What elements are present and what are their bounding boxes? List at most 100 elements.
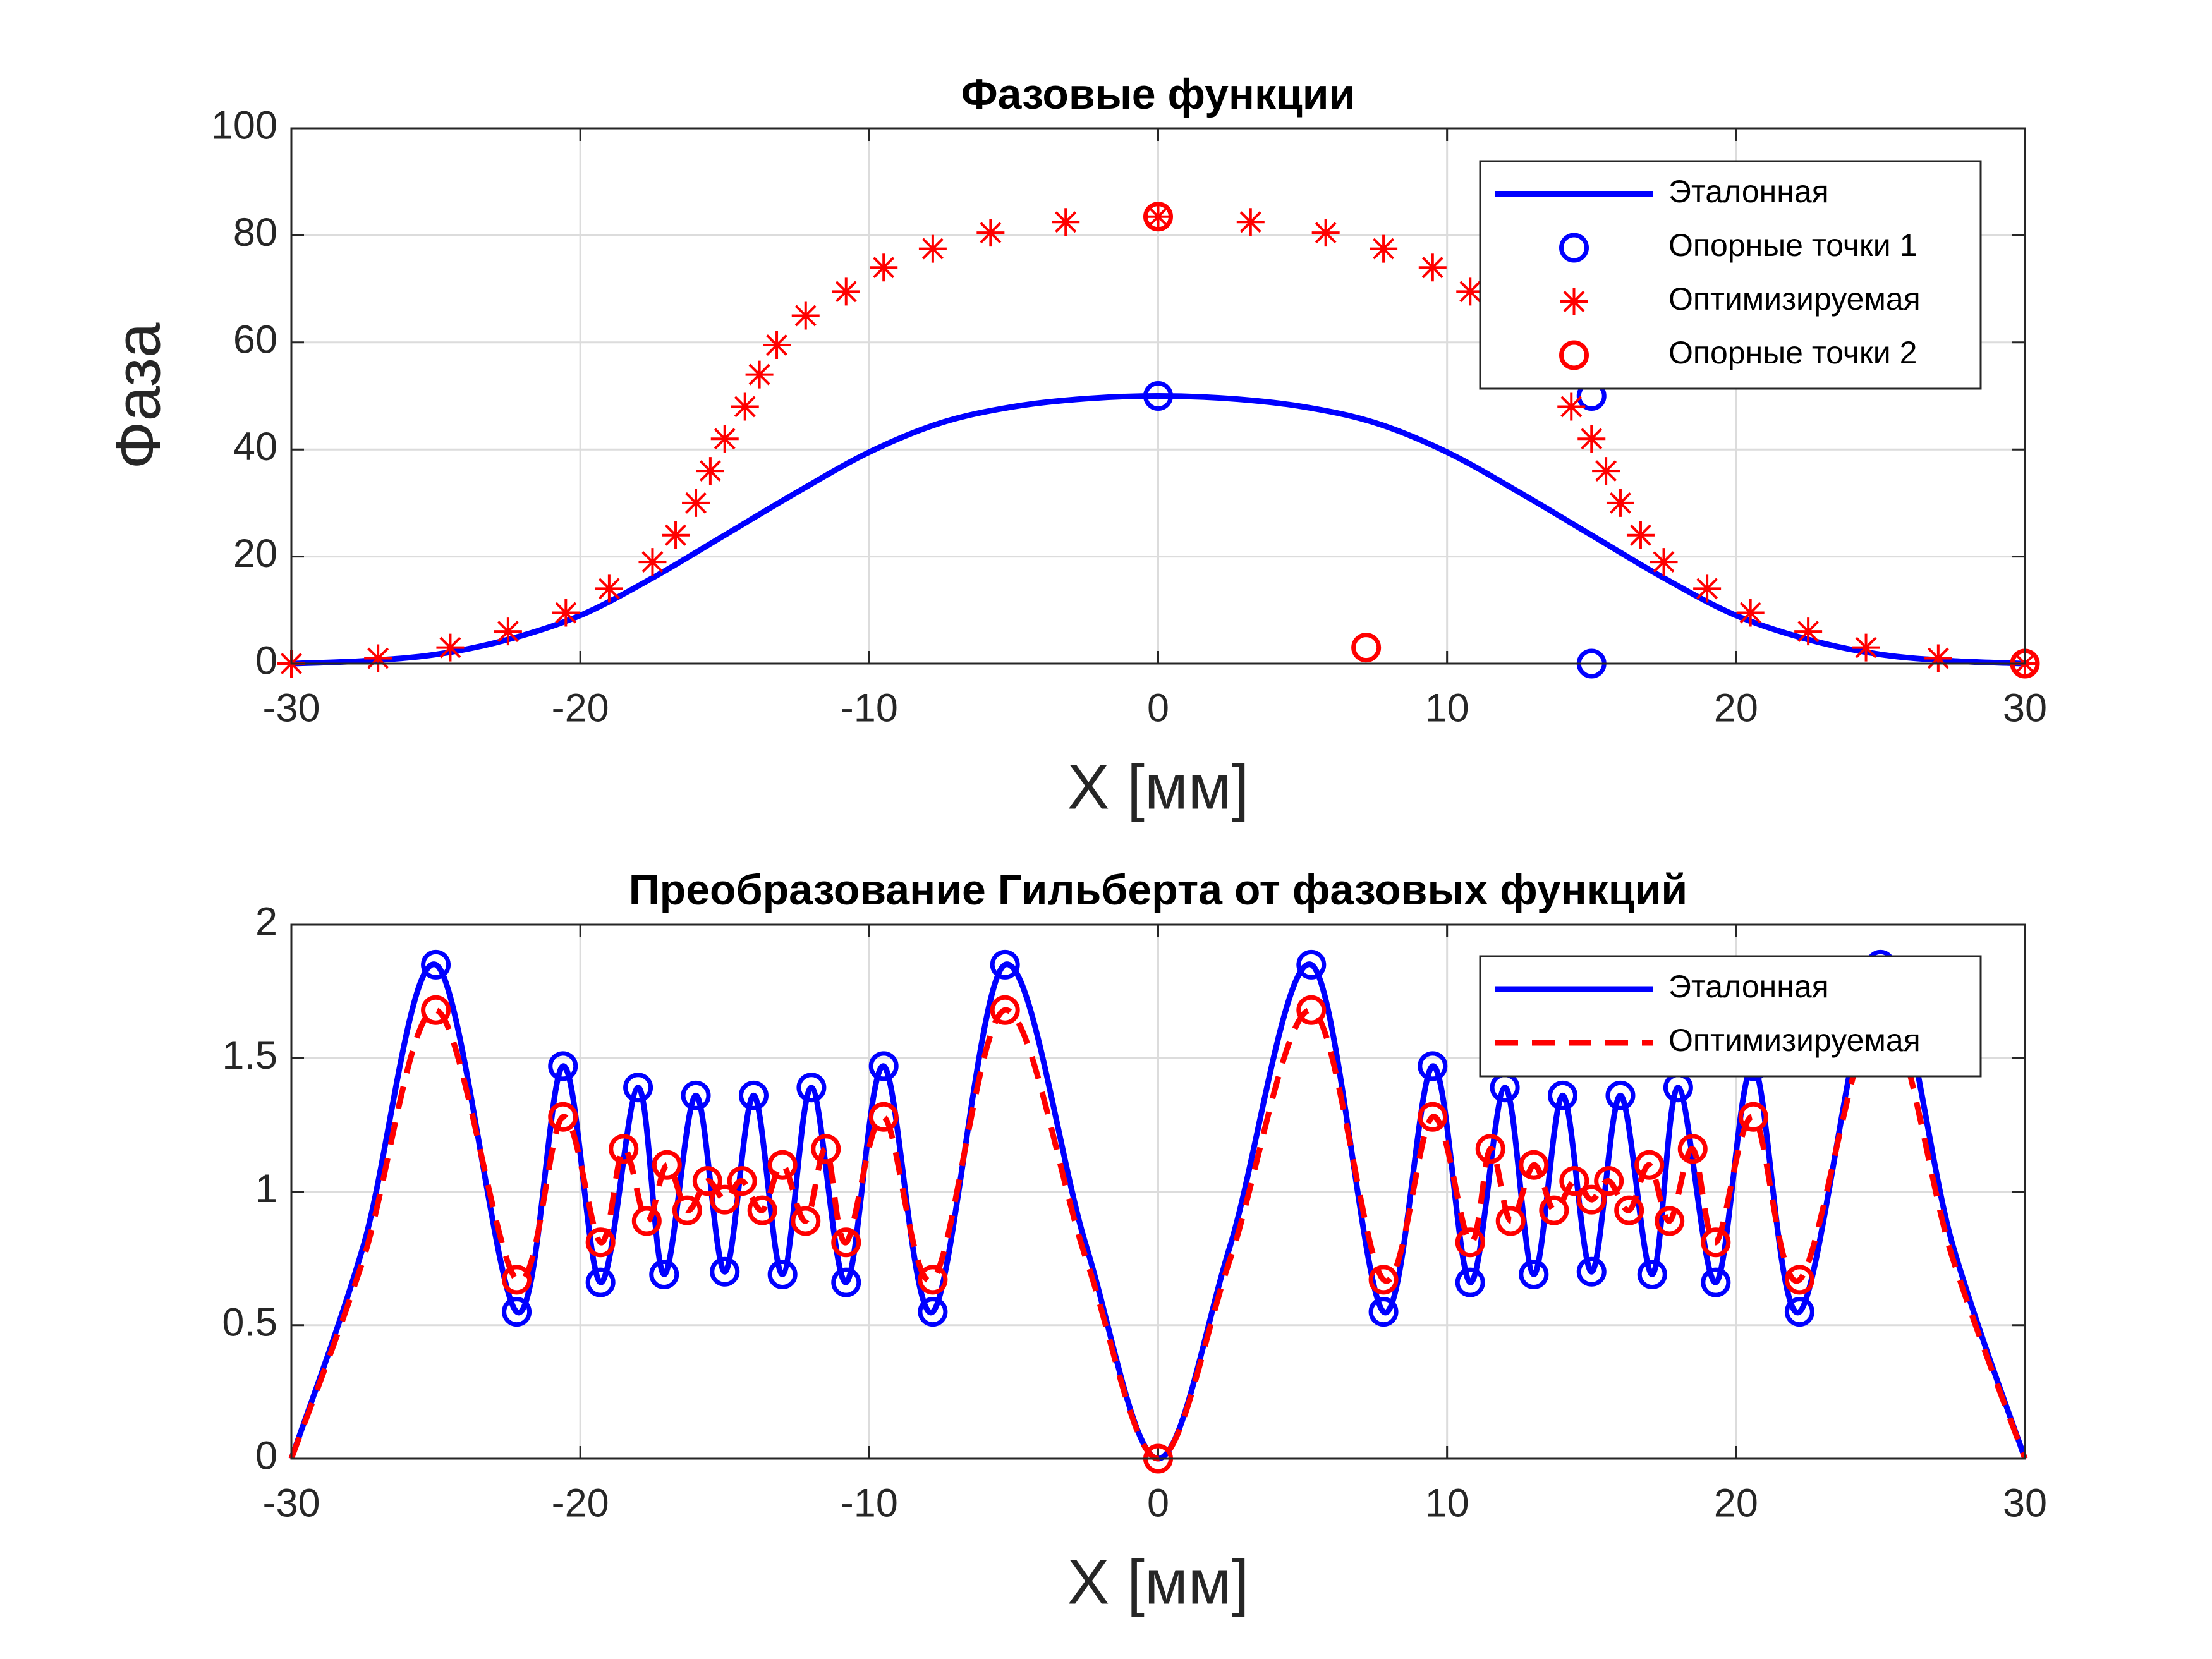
y-tick-label: 40	[233, 425, 277, 469]
x-tick-label: -10	[841, 686, 898, 731]
y-tick-label: 100	[211, 104, 277, 148]
marker	[502, 1297, 532, 1327]
marker	[1677, 1134, 1708, 1164]
marker	[1519, 1259, 1549, 1289]
marker-stroke	[1560, 396, 1583, 418]
marker	[1143, 381, 1173, 411]
marker	[710, 1256, 740, 1287]
marker	[585, 1267, 616, 1297]
chart-title: Преобразование Гильберта от фазовых функ…	[629, 866, 1687, 914]
legend: Эталонная Опорные точки 1 Оптимизируемая Оп…	[1479, 160, 1982, 390]
marker-stroke	[835, 281, 857, 303]
marker	[1144, 202, 1172, 231]
marker	[681, 1080, 711, 1110]
marker	[990, 949, 1020, 980]
x-tick-label: 0	[1147, 1481, 1169, 1526]
marker	[1614, 1195, 1644, 1225]
marker-stroke	[1595, 460, 1617, 482]
marker	[738, 1080, 769, 1110]
marker-stroke	[1696, 578, 1718, 600]
marker	[1455, 1227, 1485, 1258]
marker	[1368, 1297, 1399, 1327]
marker	[1626, 521, 1655, 549]
marker	[1576, 1256, 1607, 1287]
marker	[1924, 644, 1952, 672]
marker	[672, 1195, 702, 1225]
marker	[1539, 1195, 1569, 1225]
x-tick-label: -30	[262, 1481, 320, 1526]
marker	[1606, 489, 1634, 517]
marker	[623, 1073, 653, 1103]
y-tick-label: 20	[233, 532, 277, 576]
marker	[552, 599, 580, 627]
x-tick-label: 10	[1425, 1481, 1469, 1526]
legend-label: Оптимизируемая	[1668, 1023, 1921, 1058]
marker-stroke	[1147, 205, 1169, 228]
chart-title: Фазовые функции	[961, 70, 1356, 118]
marker	[1701, 1267, 1731, 1297]
marker-stroke	[873, 257, 895, 279]
marker	[652, 1150, 682, 1180]
marker	[1650, 548, 1678, 576]
marker	[595, 574, 623, 603]
marker-stroke	[1797, 621, 1820, 643]
marker	[502, 1265, 532, 1295]
marker-stroke	[734, 396, 756, 418]
marker	[1784, 1297, 1814, 1327]
y-axis-label: Фаза	[102, 322, 173, 469]
marker	[494, 617, 522, 646]
legend-label: Эталонная	[1668, 969, 1829, 1004]
legend-swatch	[1559, 340, 1589, 370]
y-tick-label: 1	[255, 1167, 277, 1211]
y-tick-label: 80	[233, 210, 277, 255]
marker-stroke	[1581, 428, 1603, 450]
marker	[1370, 234, 1398, 263]
marker	[1418, 1102, 1448, 1132]
marker-stroke	[641, 551, 664, 573]
marker-stroke	[1055, 211, 1077, 233]
marker	[990, 995, 1020, 1025]
marker-stroke	[714, 428, 736, 450]
marker	[662, 521, 690, 549]
marker	[1637, 1259, 1667, 1289]
marker	[745, 360, 774, 389]
y-tick-label: 1.5	[222, 1033, 277, 1078]
marker	[811, 1134, 841, 1164]
x-tick-label: -30	[262, 686, 320, 731]
marker	[1738, 1102, 1768, 1132]
marker-stroke	[1739, 602, 1761, 624]
marker	[1592, 457, 1620, 485]
marker-stroke	[685, 492, 707, 514]
marker	[1455, 1267, 1485, 1297]
marker-stroke	[1563, 291, 1585, 312]
marker	[682, 489, 710, 517]
marker	[548, 1102, 578, 1132]
marker	[870, 253, 898, 282]
marker-stroke	[598, 578, 620, 600]
marker	[436, 633, 465, 662]
marker	[1784, 1265, 1814, 1295]
y-tick-label: 0	[255, 639, 277, 683]
marker	[767, 1150, 798, 1180]
marker	[1548, 1080, 1578, 1110]
marker	[1236, 208, 1265, 236]
x-tick-label: -20	[552, 1481, 609, 1526]
marker	[1296, 949, 1327, 980]
marker	[1311, 219, 1340, 247]
x-axis-label: X [мм]	[1067, 1547, 1249, 1617]
marker	[1794, 617, 1823, 646]
marker	[1475, 1134, 1505, 1164]
marker	[1852, 633, 1880, 662]
marker	[1368, 1265, 1399, 1295]
marker	[1701, 1227, 1731, 1258]
marker	[1418, 1051, 1448, 1081]
marker	[791, 1206, 821, 1236]
marker-stroke	[766, 334, 788, 356]
legend-label: Эталонная	[1668, 174, 1829, 209]
marker	[831, 1227, 861, 1258]
x-tick-label: 0	[1147, 686, 1169, 731]
marker	[1634, 1150, 1665, 1180]
marker-stroke	[1315, 222, 1337, 244]
marker-stroke	[794, 305, 817, 327]
marker	[1296, 995, 1327, 1025]
